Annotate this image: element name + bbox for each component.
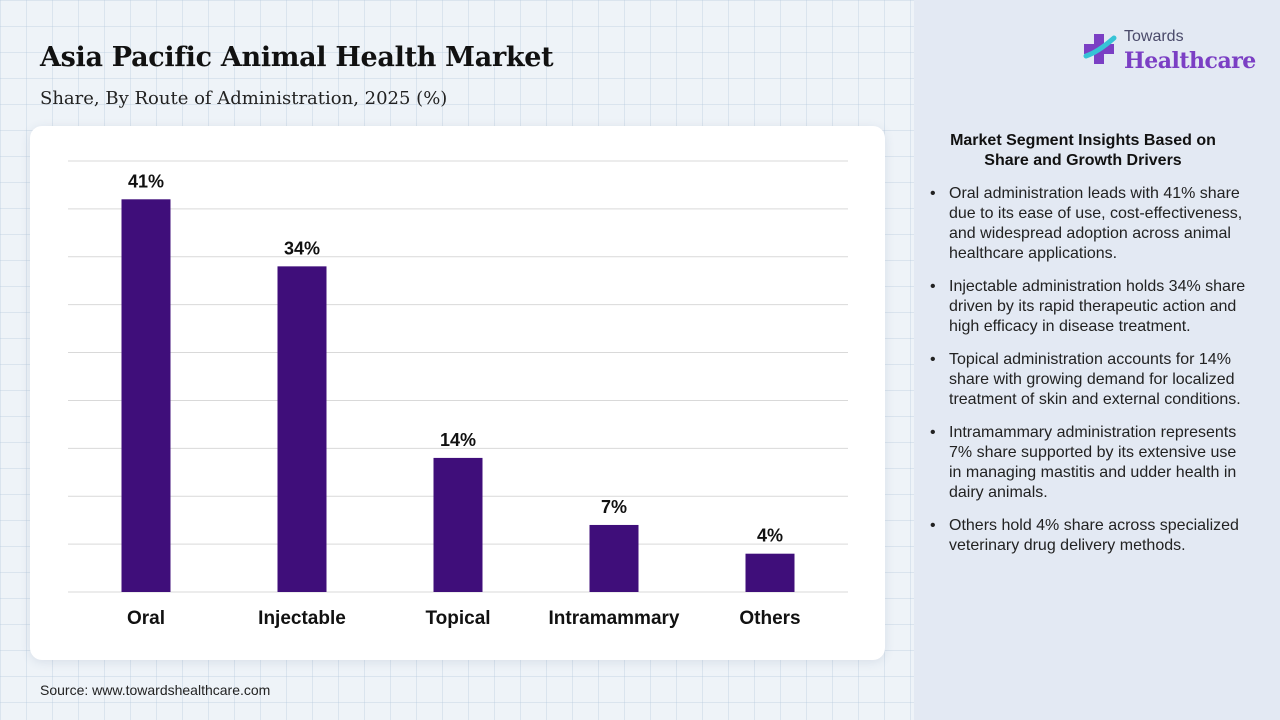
logo-cross-icon — [1083, 34, 1117, 64]
insights-panel — [914, 0, 1280, 720]
x-tick-label-topical: Topical — [425, 608, 490, 629]
insight-text: Injectable administration holds 34% shar… — [949, 278, 1246, 335]
bar-topical — [433, 457, 483, 592]
x-tick-label-oral: Oral — [127, 608, 165, 629]
page-subtitle: Share, By Route of Administration, 2025 … — [40, 88, 448, 109]
insight-item: • Injectable administration holds 34% sha… — [930, 277, 1250, 337]
insight-text: Others hold 4% share across specialized … — [949, 517, 1239, 554]
insight-item: • Intramammary administration represents … — [930, 423, 1250, 503]
bullet-icon: • — [930, 185, 936, 202]
insight-text: Oral administration leads with 41% share… — [949, 185, 1243, 262]
source-note: Source: www.towardshealthcare.com — [40, 682, 271, 698]
page-title: Asia Pacific Animal Health Market — [40, 42, 554, 73]
data-label-intramammary: 7% — [601, 497, 627, 517]
insights-list: • Oral administration leads with 41% shar… — [930, 184, 1250, 569]
data-label-injectable: 34% — [284, 238, 320, 258]
bar-others — [745, 553, 795, 592]
logo-main-text: Healthcare — [1124, 48, 1256, 74]
bullet-icon: • — [930, 517, 936, 534]
insights-title: Market Segment Insights Based on Share a… — [950, 132, 1216, 169]
data-label-others: 4% — [757, 526, 783, 546]
bar-chart: 41% Oral 34% Injectable 14% Topical 7% Intramam… — [68, 160, 848, 629]
chart-card: 41% Oral 34% Injectable 14% Topical 7% Intramam… — [30, 126, 885, 660]
insight-item: • Topical administration accounts for 14%… — [930, 350, 1250, 410]
data-label-topical: 14% — [440, 430, 476, 450]
bullet-icon: • — [930, 351, 936, 368]
insight-text: Intramammary administration represents 7… — [949, 424, 1237, 501]
brand-logo: Towards Healthcare — [1080, 26, 1260, 82]
data-label-oral: 41% — [128, 171, 164, 191]
bar-intramammary — [589, 524, 639, 592]
bar-injectable — [277, 266, 327, 592]
insight-item: • Oral administration leads with 41% shar… — [930, 184, 1250, 264]
x-tick-label-injectable: Injectable — [258, 608, 346, 629]
logo-top-text: Towards — [1124, 28, 1184, 45]
insight-text: Topical administration accounts for 14% … — [949, 351, 1241, 408]
x-tick-label-others: Others — [739, 608, 800, 629]
insight-item: • Others hold 4% share across specialized… — [930, 516, 1250, 556]
bullet-icon: • — [930, 278, 936, 295]
x-tick-label-intramammary: Intramammary — [549, 608, 680, 629]
bullet-icon: • — [930, 424, 936, 441]
bar-oral — [121, 199, 171, 593]
